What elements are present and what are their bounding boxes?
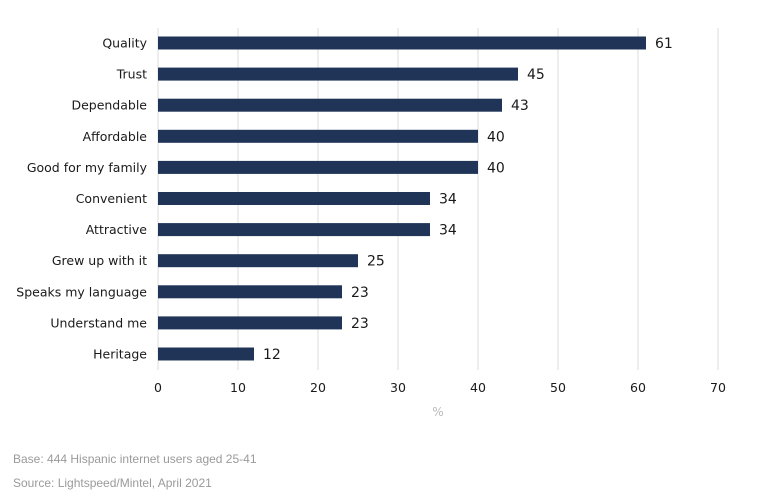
bar: [158, 347, 254, 361]
bar: [158, 192, 430, 205]
category-label: Speaks my language: [16, 284, 147, 299]
category-label: Quality: [102, 36, 147, 51]
bars: [158, 36, 646, 361]
value-label: 43: [511, 98, 529, 114]
bar: [158, 316, 342, 330]
category-label: Trust: [116, 67, 147, 82]
category-label: Heritage: [93, 347, 147, 362]
category-label: Grew up with it: [52, 253, 147, 268]
bar: [158, 223, 430, 237]
x-tick-label: 30: [390, 380, 406, 395]
value-label: 34: [439, 223, 457, 239]
x-tick-labels: 0 10 20 30 40 50 60 70: [154, 380, 726, 395]
value-label: 25: [367, 254, 385, 270]
category-label: Understand me: [50, 315, 147, 330]
x-tick-label: 70: [710, 380, 726, 395]
value-label: 23: [351, 316, 369, 332]
value-label: 45: [527, 67, 545, 83]
x-tick-label: 20: [310, 380, 326, 395]
bar: [158, 254, 358, 268]
bar: [158, 285, 342, 299]
category-labels: Quality Trust Dependable Affordable Good for…: [16, 36, 147, 362]
value-label: 34: [439, 192, 457, 208]
x-tick-label: 10: [230, 380, 246, 395]
value-labels: 61 45 43 40 40 34 34 25 23 23 12: [263, 36, 673, 363]
bar: [158, 98, 502, 112]
bar: [158, 129, 478, 143]
category-label: Affordable: [83, 129, 148, 144]
x-tick-label: 0: [154, 380, 162, 395]
x-tick-label: 40: [470, 380, 486, 395]
bar-chart: Quality Trust Dependable Affordable Good for…: [16, 28, 726, 419]
value-label: 40: [487, 160, 505, 176]
x-tick-label: 50: [550, 380, 566, 395]
base-footnote: Base: 444 Hispanic internet users aged 2…: [13, 452, 257, 466]
x-axis-title: %: [432, 405, 443, 419]
category-label: Dependable: [71, 98, 147, 113]
category-label: Attractive: [86, 222, 148, 237]
bar: [158, 160, 478, 174]
category-label: Good for my family: [27, 160, 148, 175]
source-footnote: Source: Lightspeed/Mintel, April 2021: [13, 476, 212, 490]
category-label: Convenient: [76, 191, 147, 206]
x-tick-label: 60: [630, 380, 646, 395]
value-label: 23: [351, 285, 369, 301]
bar: [158, 36, 646, 50]
value-label: 61: [655, 36, 673, 52]
value-label: 40: [487, 129, 505, 145]
bar: [158, 67, 518, 81]
value-label: 12: [263, 347, 281, 363]
